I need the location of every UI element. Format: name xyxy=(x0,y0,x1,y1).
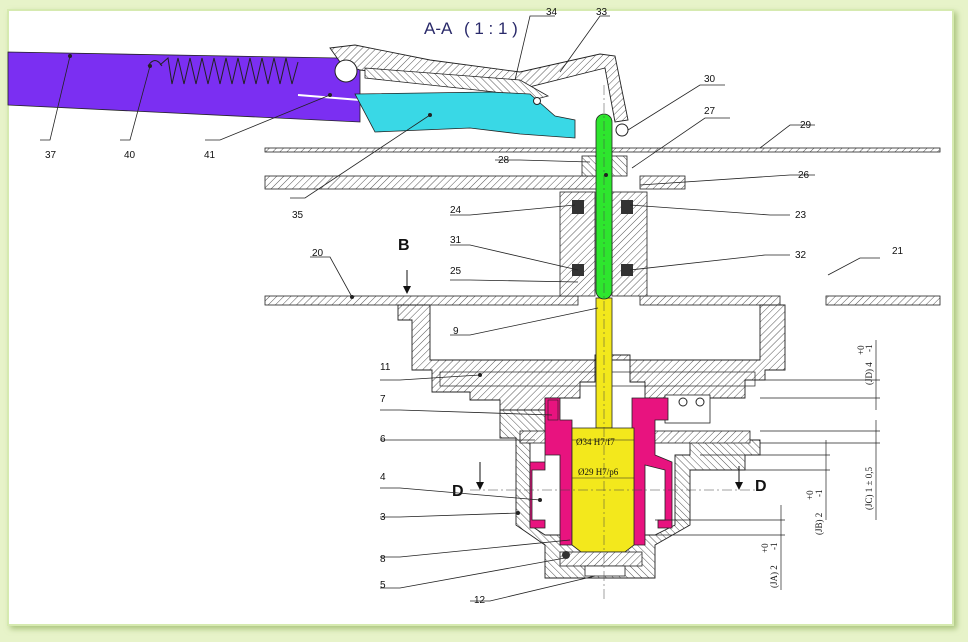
dim-ja-tol-low: -1 xyxy=(769,543,779,551)
section-mark-b: B xyxy=(398,237,410,254)
bushing-7-right xyxy=(631,397,673,546)
part-label-4: 4 xyxy=(380,472,386,483)
cover-33 xyxy=(329,44,629,123)
dim-jb: (JB) 2 xyxy=(814,513,824,535)
section-mark-d-left: D xyxy=(452,483,464,500)
part-label-9: 9 xyxy=(453,326,459,337)
part-label-24: 24 xyxy=(450,205,462,216)
nut-23 xyxy=(621,200,633,214)
dim-jc: (JC) 1 ± 0,5 xyxy=(864,467,874,510)
part-label-31: 31 xyxy=(450,235,462,246)
plate-21 xyxy=(825,295,941,306)
part-label-23: 23 xyxy=(795,210,807,221)
bushing-4 xyxy=(547,399,559,421)
dim-jb-tol-up: +0 xyxy=(805,490,815,500)
part-label-37: 37 xyxy=(45,150,57,161)
dim-ja-tol-up: +0 xyxy=(760,543,770,553)
part-label-8: 8 xyxy=(380,554,386,565)
ball-5 xyxy=(562,551,570,559)
latch-35 xyxy=(354,91,576,139)
ring-8 xyxy=(559,551,643,567)
leader-dots xyxy=(68,54,608,515)
part-label-7: 7 xyxy=(380,394,386,405)
part-label-11: 11 xyxy=(380,362,391,373)
dim-ja: (JA) 2 xyxy=(769,565,779,588)
section-title: A-A xyxy=(424,19,453,38)
part-label-35: 35 xyxy=(292,210,304,221)
part-label-30: 30 xyxy=(704,74,716,85)
pull-wire xyxy=(297,94,361,101)
clamp-screw xyxy=(678,397,688,407)
spring-40 xyxy=(159,57,299,85)
part-label-6: 6 xyxy=(380,434,386,445)
part-label-32: 32 xyxy=(795,250,807,261)
part-label-5: 5 xyxy=(380,580,386,591)
dim-jd: (JD) 4 xyxy=(864,362,874,385)
fit-inner: Ø29 H7/p6 xyxy=(578,467,619,477)
nut-32 xyxy=(621,264,633,276)
plate-20-right xyxy=(639,295,781,306)
latch-pin xyxy=(533,97,541,105)
leader-lines xyxy=(40,15,880,602)
part-label-41: 41 xyxy=(204,150,216,161)
nut-24 xyxy=(572,200,584,214)
drawing-scale: ( 1 : 1 ) xyxy=(464,19,518,38)
part-label-12: 12 xyxy=(474,595,486,606)
dim-jd-tol-up: +0 xyxy=(856,345,866,355)
housing-11 xyxy=(397,304,786,411)
dimension-chain xyxy=(655,340,880,590)
ball-30 xyxy=(615,123,629,137)
bushing-7-left xyxy=(529,397,573,546)
screw-12 xyxy=(584,565,626,577)
fit-outer: Ø34 H7/f7 xyxy=(576,437,615,447)
plate-6-right xyxy=(649,430,751,444)
pivot xyxy=(334,59,358,83)
part-label-40: 40 xyxy=(124,150,136,161)
plate-20 xyxy=(264,295,579,306)
part-label-33: 33 xyxy=(596,7,608,18)
part-label-28: 28 xyxy=(498,155,510,166)
part-label-27: 27 xyxy=(704,106,716,117)
plate-26-left xyxy=(264,175,606,190)
part-label-21: 21 xyxy=(892,246,904,257)
plate-26-right xyxy=(639,175,686,190)
clamp-screw xyxy=(695,397,705,407)
dim-jd-tol-low: -1 xyxy=(864,345,874,353)
part-label-26: 26 xyxy=(798,170,810,181)
part-label-29: 29 xyxy=(800,120,812,131)
lever-37 xyxy=(7,51,361,123)
part-label-20: 20 xyxy=(312,248,324,259)
part-label-34: 34 xyxy=(546,7,558,18)
section-mark-d-right: D xyxy=(755,478,767,495)
part-label-3: 3 xyxy=(380,512,386,523)
part-label-25: 25 xyxy=(450,266,462,277)
dim-jb-tol-low: -1 xyxy=(814,490,824,498)
